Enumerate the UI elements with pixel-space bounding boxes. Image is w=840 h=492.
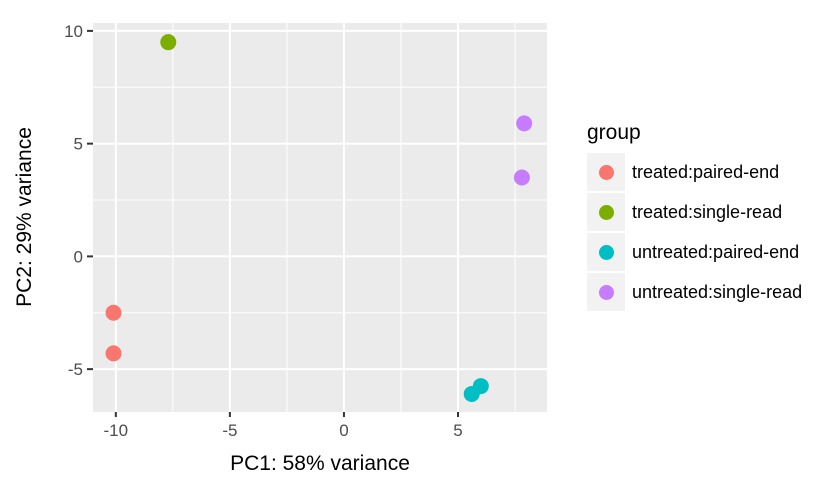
legend-dot-icon xyxy=(598,284,614,300)
x-axis-tick-label: -10 xyxy=(104,421,129,440)
data-point xyxy=(160,34,177,51)
y-axis-tick-label: 10 xyxy=(64,22,83,41)
legend-items: treated:paired-end treated:single-read unt… xyxy=(587,153,802,311)
x-axis-tick-label: -5 xyxy=(222,421,237,440)
legend-title: group xyxy=(587,121,641,144)
legend: group treated:paired-end treated:single-r… xyxy=(587,120,802,313)
y-axis-tick-label: 0 xyxy=(74,247,83,266)
legend-item: untreated:single-read xyxy=(587,273,802,311)
y-axis-tick-label: 5 xyxy=(74,135,83,154)
legend-item-label: untreated:paired-end xyxy=(632,241,800,262)
legend-item-label: treated:single-read xyxy=(632,201,783,222)
y-axis-tick-label: -5 xyxy=(68,360,83,379)
legend-key xyxy=(587,273,625,311)
legend-item: treated:paired-end xyxy=(587,153,802,191)
legend-item-label: treated:paired-end xyxy=(632,161,780,182)
plot-panel xyxy=(93,23,547,412)
data-point xyxy=(105,304,122,321)
legend-dot-icon xyxy=(598,164,614,180)
legend-item: untreated:paired-end xyxy=(587,233,802,271)
x-axis-title: PC1: 58% variance xyxy=(230,452,410,475)
legend-item-label: untreated:single-read xyxy=(632,281,803,302)
data-point xyxy=(472,378,489,395)
x-axis-tick-label: 5 xyxy=(453,421,462,440)
legend-dot-icon xyxy=(598,204,614,220)
legend-key xyxy=(587,153,625,191)
data-point xyxy=(513,169,530,186)
data-point xyxy=(516,115,533,132)
legend-item: treated:single-read xyxy=(587,193,802,231)
x-axis-tick-label: 0 xyxy=(339,421,348,440)
y-axis-title: PC2: 29% variance xyxy=(13,127,36,307)
legend-key xyxy=(587,193,625,231)
data-point xyxy=(105,345,122,362)
legend-key xyxy=(587,233,625,271)
legend-dot-icon xyxy=(598,244,614,260)
